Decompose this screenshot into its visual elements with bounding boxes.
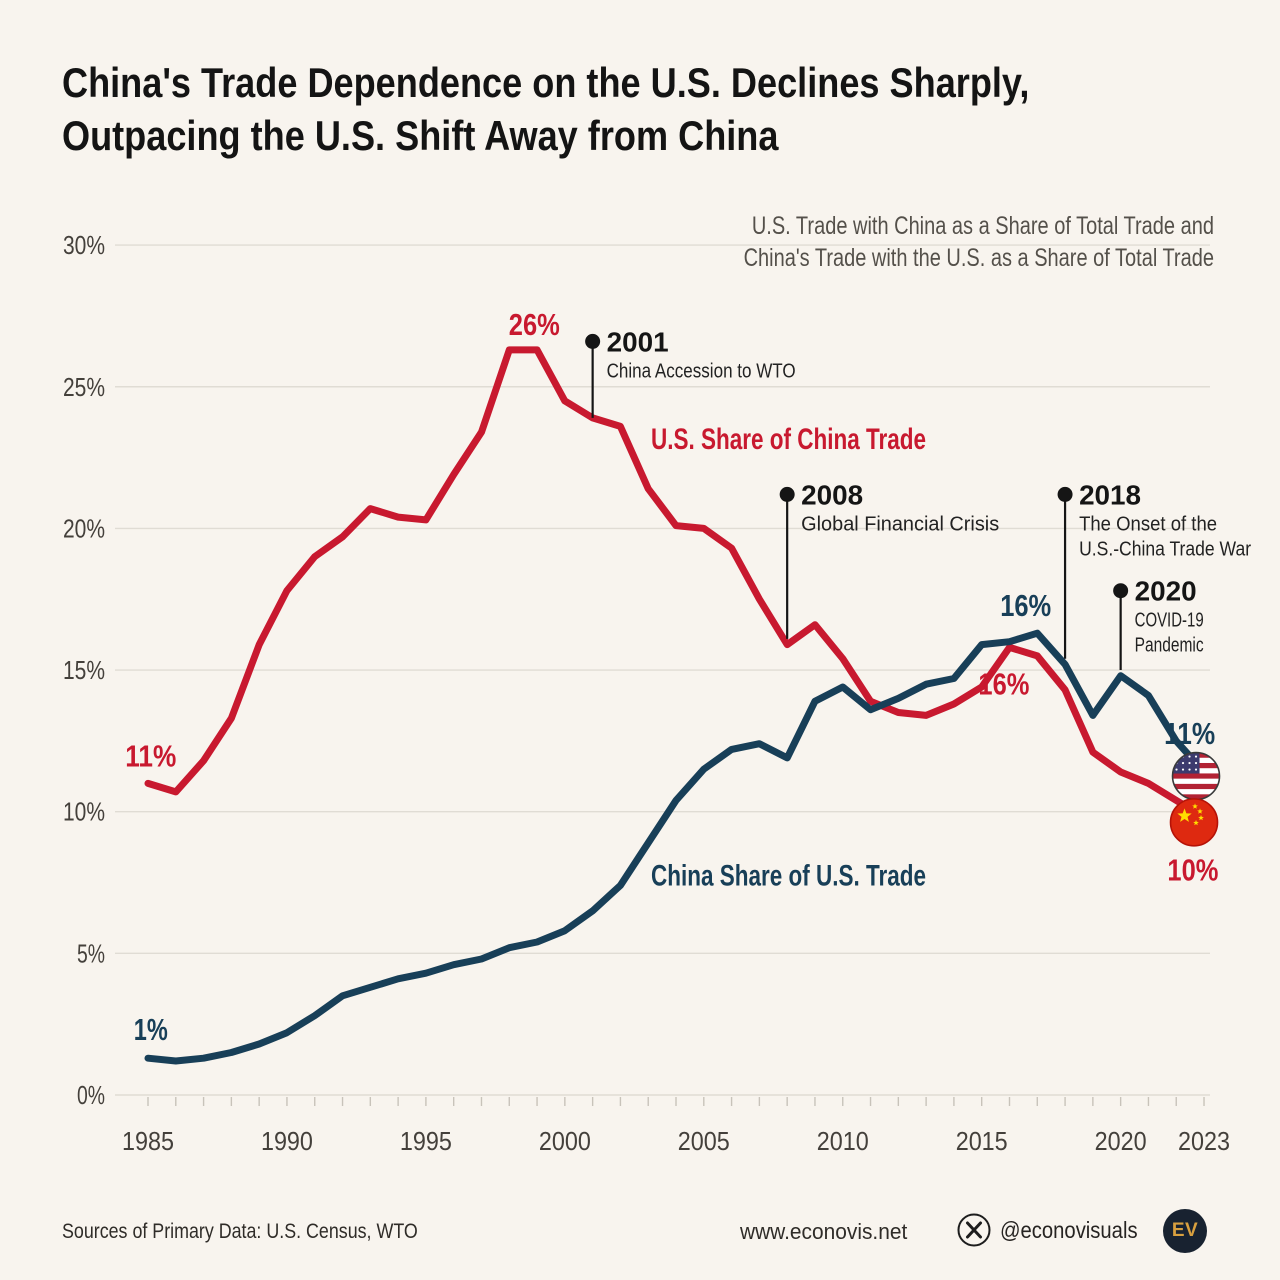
annotation-detail: China Accession to WTO [607, 359, 796, 382]
y-axis-labels: 0% 5% 10% 15% 20% 25% 30% [63, 230, 105, 1110]
x-tick-label: 2005 [678, 1126, 730, 1156]
annotation-year: 2018 [1079, 479, 1141, 510]
title-line-1: China's Trade Dependence on the U.S. Dec… [62, 59, 1030, 106]
x-tick-label: 1985 [122, 1126, 174, 1156]
china-share-of-us-trade-line [144, 629, 1208, 1065]
x-axis-labels: 1985 1990 1995 2000 2005 2010 2015 2020 2023 [122, 1126, 1230, 1156]
value-label: 10% [1167, 852, 1218, 887]
y-tick-label: 5% [77, 938, 105, 968]
us-share-of-china-trade-line [144, 346, 1208, 821]
value-label: 26% [509, 307, 560, 342]
y-tick-label: 15% [63, 655, 105, 685]
us-flag-icon [1171, 751, 1221, 801]
title-line-2: Outpacing the U.S. Shift Away from China [62, 112, 779, 160]
gridlines [115, 244, 1210, 1096]
annotation-detail: U.S.-China Trade War [1079, 537, 1251, 560]
x-tick-label: 2000 [539, 1126, 591, 1156]
chart-subtitle: U.S. Trade with China as a Share of Tota… [744, 210, 1214, 274]
x-tick-label: 2010 [817, 1126, 869, 1156]
value-label: 1% [134, 1012, 168, 1047]
annotation-dot [1113, 583, 1129, 599]
series-lines: U.S. Share of China Trade China Share of … [144, 346, 1208, 1065]
annotation-dot [779, 486, 795, 502]
y-tick-label: 20% [63, 513, 105, 543]
series-label: China Share of U.S. Trade [651, 859, 926, 892]
x-twitter-icon [957, 1213, 991, 1247]
annotation-year: 2020 [1135, 576, 1197, 607]
annotation-detail: Pandemic [1135, 634, 1204, 657]
annotation-detail: Global Financial Crisis [801, 512, 999, 535]
y-tick-label: 30% [63, 230, 105, 260]
annotation-dot [1057, 486, 1073, 502]
value-labels: 11% 26% 16% 10% 1% 16% 11% [125, 307, 1218, 1047]
annotation-dot [585, 333, 601, 349]
website-url: www.econovis.net [740, 1219, 908, 1244]
x-axis-ticks [147, 1097, 1205, 1106]
page-title: China's Trade Dependence on the U.S. Dec… [62, 56, 1029, 163]
x-tick-label: 2020 [1095, 1126, 1147, 1156]
y-tick-label: 0% [77, 1080, 105, 1110]
value-label: 11% [125, 738, 176, 773]
x-tick-label: 1990 [261, 1126, 313, 1156]
china-flag-icon [1169, 798, 1219, 847]
econovis-logo: EV [1163, 1209, 1207, 1253]
annotation-detail: The Onset of the [1079, 512, 1217, 535]
social-handle-group: @econovisuals [956, 1212, 1156, 1248]
subtitle-line-1: U.S. Trade with China as a Share of Tota… [751, 212, 1214, 240]
value-label: 16% [1000, 588, 1051, 623]
social-handle: @econovisuals [1000, 1216, 1138, 1243]
subtitle-line-2: China's Trade with the U.S. as a Share o… [743, 244, 1214, 272]
x-tick-label: 2015 [956, 1126, 1008, 1156]
x-tick-label: 2023 [1178, 1126, 1230, 1156]
annotation-detail: COVID-19 [1135, 609, 1204, 632]
value-label: 16% [978, 666, 1029, 701]
y-tick-label: 10% [63, 797, 105, 827]
x-tick-label: 1995 [400, 1126, 452, 1156]
annotation-year: 2001 [607, 326, 669, 357]
sources-note: Sources of Primary Data: U.S. Census, WT… [62, 1220, 418, 1243]
value-label: 11% [1164, 716, 1215, 751]
flag-markers [1169, 751, 1221, 847]
y-tick-label: 25% [63, 372, 105, 402]
annotation-year: 2008 [801, 479, 863, 510]
series-label: U.S. Share of China Trade [651, 423, 926, 456]
